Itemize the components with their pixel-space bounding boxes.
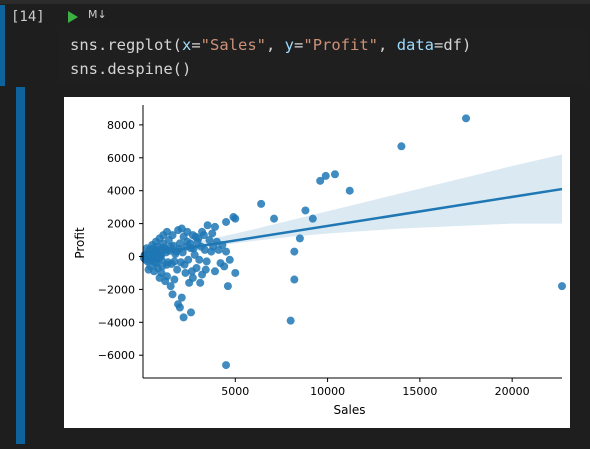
scatter-point (203, 257, 211, 265)
scatter-point (222, 248, 230, 256)
scatter-point (202, 266, 210, 274)
y-tick-label: 8000 (107, 119, 135, 132)
confidence-band-layer (143, 155, 562, 259)
scatter-point (331, 170, 339, 178)
scatter-point (180, 313, 188, 321)
x-tick-label: 20000 (495, 385, 530, 398)
scatter-point (226, 256, 234, 264)
scatter-point (194, 234, 202, 242)
scatter-point (397, 142, 405, 150)
x-tick-label: 10000 (310, 385, 345, 398)
x-tick-label: 5000 (221, 385, 249, 398)
scatter-point (173, 266, 181, 274)
y-tick-label: −2000 (98, 283, 135, 296)
y-axis-label: Profit (73, 227, 87, 259)
scatter-point (168, 260, 176, 268)
scatter-point (176, 303, 184, 311)
scatter-point (301, 206, 309, 214)
scatter-point (316, 177, 324, 185)
x-axis-label: Sales (334, 403, 366, 417)
scatter-point (204, 221, 212, 229)
scatter-point (181, 269, 189, 277)
y-tick-label: 6000 (107, 152, 135, 165)
scatter-point (196, 279, 204, 287)
scatter-point (208, 229, 216, 237)
scatter-point (167, 282, 175, 290)
scatter-point (207, 248, 215, 256)
confidence-band (143, 155, 562, 259)
scatter-point (558, 282, 566, 290)
scatter-point (145, 266, 153, 274)
scatter-point (462, 114, 470, 122)
y-tick-label: 4000 (107, 185, 135, 198)
scatter-point (148, 241, 156, 249)
scatter-point (187, 308, 195, 316)
scatter-point (309, 215, 317, 223)
scatter-point (270, 215, 278, 223)
x-tick-label: 15000 (402, 385, 437, 398)
scatter-point (296, 234, 304, 242)
scatter-point (189, 274, 197, 282)
scatter-point (346, 187, 354, 195)
scatter-point (224, 282, 232, 290)
scatter-point (169, 290, 177, 298)
scatter-point (156, 274, 164, 282)
scatter-point (211, 267, 219, 275)
scatter-point (222, 361, 230, 369)
scatter-point (231, 269, 239, 277)
scatter-point (195, 256, 203, 264)
y-tick-label: −6000 (98, 349, 135, 362)
y-tick-label: −4000 (98, 316, 135, 329)
y-tick-label: 2000 (107, 218, 135, 231)
scatter-point (287, 317, 295, 325)
scatter-point (184, 256, 192, 264)
scatter-point (257, 200, 265, 208)
scatter-point (290, 248, 298, 256)
y-tick-label: 0 (128, 251, 135, 264)
scatter-point (222, 218, 230, 226)
scatter-point (290, 276, 298, 284)
scatter-point (217, 259, 225, 267)
scatter-point (231, 215, 239, 223)
